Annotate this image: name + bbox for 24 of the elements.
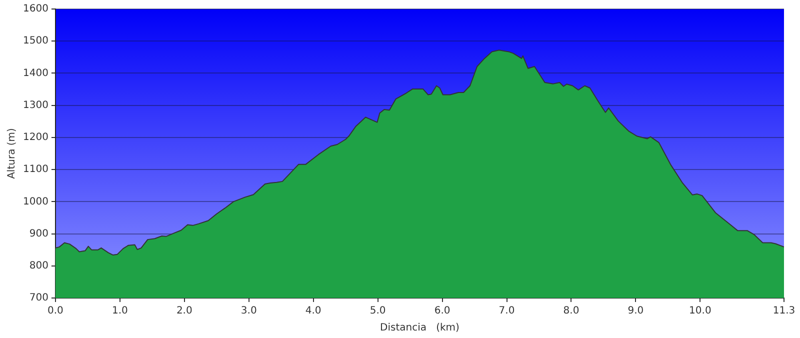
x-tick-label: 7.0 xyxy=(498,306,515,317)
x-axis-title: Distancia (km) xyxy=(380,322,460,334)
y-tick-label: 1300 xyxy=(22,100,48,111)
y-axis-title: Altura (m) xyxy=(6,128,18,179)
x-tick-label: 8.0 xyxy=(563,306,580,317)
y-tick-label: 900 xyxy=(29,228,48,240)
x-tick-label: 0.0 xyxy=(47,306,64,317)
x-tick-label: 5.0 xyxy=(370,306,386,317)
x-tick-label: 9.0 xyxy=(628,306,644,317)
x-tick-label: 3.0 xyxy=(240,306,257,317)
x-tick-label: 10.0 xyxy=(689,306,712,317)
x-tick-label: 1.0 xyxy=(112,306,128,317)
x-tick-label: 6.0 xyxy=(434,306,450,317)
x-tick-label: 4.0 xyxy=(305,306,322,317)
x-tick-label: 11.3 xyxy=(772,306,796,317)
y-tick-label: 700 xyxy=(29,292,48,304)
y-tick-label: 800 xyxy=(29,260,48,272)
y-tick-label: 1600 xyxy=(22,4,48,15)
y-tick-label: 1000 xyxy=(22,196,48,208)
y-tick-label: 1500 xyxy=(22,36,48,47)
y-tick-label: 1400 xyxy=(22,68,48,79)
x-tick-label: 2.0 xyxy=(176,306,192,317)
y-tick-label: 1200 xyxy=(22,132,48,144)
y-tick-label: 1100 xyxy=(22,164,48,176)
